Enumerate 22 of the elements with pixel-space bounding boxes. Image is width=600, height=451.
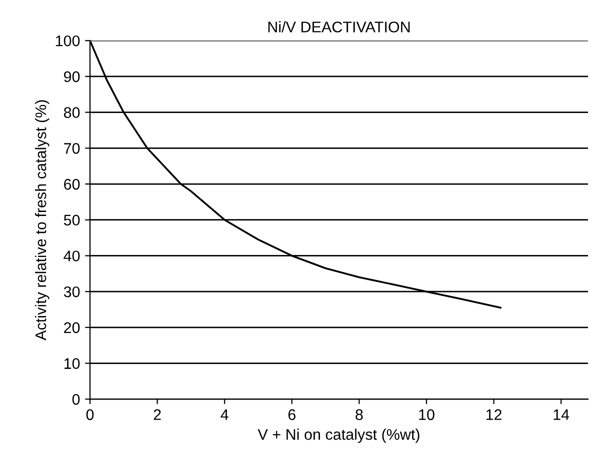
y-tick-label: 30 — [64, 286, 80, 298]
y-tick-label: 20 — [64, 322, 80, 334]
chart-title: Ni/V DEACTIVATION — [268, 21, 410, 32]
y-tick-label: 10 — [64, 358, 80, 369]
y-tick-label: 50 — [64, 214, 80, 226]
y-tick-label: 80 — [64, 107, 80, 118]
x-tick-label: 2 — [154, 409, 161, 420]
y-tick-label: 100 — [56, 35, 80, 46]
x-tick-label: 0 — [86, 409, 94, 420]
x-tick-label: 10 — [419, 409, 434, 420]
y-tick-label: 40 — [64, 250, 80, 262]
x-axis-title: V + Ni on catalyst (%wt) — [258, 428, 420, 443]
y-tick-label: 70 — [64, 143, 80, 154]
x-tick-label: 14 — [554, 409, 570, 420]
x-tick-label: 8 — [356, 409, 363, 420]
x-tick-label: 6 — [288, 409, 296, 420]
y-tick-label: 90 — [64, 71, 80, 82]
y-tick-label: 0 — [72, 394, 80, 405]
x-tick-label: 12 — [486, 409, 502, 420]
y-tick-label: 60 — [64, 178, 80, 190]
x-tick-label: 4 — [220, 409, 228, 420]
y-axis-title: Activity relative to fresh catalyst (%) — [34, 100, 50, 340]
